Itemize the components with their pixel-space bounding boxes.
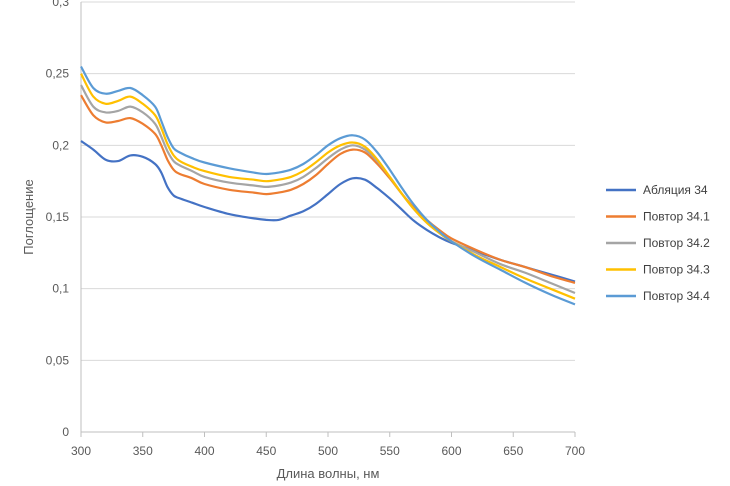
series-lines <box>80 65 576 306</box>
x-axis-tick-labels: 300 350 400 450 500 550 600 650 700 <box>71 444 585 458</box>
y-tick-label: 0,1 <box>52 282 69 296</box>
legend-label: Повтор 34.2 <box>643 236 710 250</box>
series-line-1 <box>80 140 576 283</box>
legend-label: Абляция 34 <box>643 183 708 197</box>
y-tick-label: 0,15 <box>46 210 70 224</box>
x-axis-title: Длина волны, нм <box>277 466 380 481</box>
x-tick-label: 550 <box>380 444 400 458</box>
y-tick-label: 0,05 <box>46 353 70 367</box>
legend-label: Повтор 34.1 <box>643 210 710 224</box>
axes <box>80 2 576 437</box>
y-tick-label: 0 <box>62 425 69 439</box>
legend-label: Повтор 34.4 <box>643 289 710 303</box>
y-axis-title: Поглощение <box>21 179 36 254</box>
x-tick-label: 300 <box>71 444 91 458</box>
y-tick-label: 0,25 <box>46 67 70 81</box>
x-tick-label: 400 <box>194 444 214 458</box>
x-tick-label: 600 <box>441 444 461 458</box>
series-line-2 <box>80 94 576 284</box>
y-axis-tick-labels: 0 0,05 0,1 0,15 0,2 0,25 0,3 <box>46 0 70 439</box>
x-tick-label: 350 <box>133 444 153 458</box>
y-tick-label: 0,3 <box>52 0 69 9</box>
x-tick-label: 650 <box>503 444 523 458</box>
grid-lines <box>81 1 575 361</box>
x-tick-label: 500 <box>318 444 338 458</box>
legend-label: Повтор 34.3 <box>643 263 710 277</box>
y-tick-label: 0,2 <box>52 138 69 152</box>
x-tick-label: 700 <box>565 444 585 458</box>
legend: Абляция 34 Повтор 34.1 Повтор 34.2 Повтор 3… <box>606 183 710 303</box>
series-line-5 <box>80 65 576 306</box>
x-tick-label: 450 <box>256 444 276 458</box>
